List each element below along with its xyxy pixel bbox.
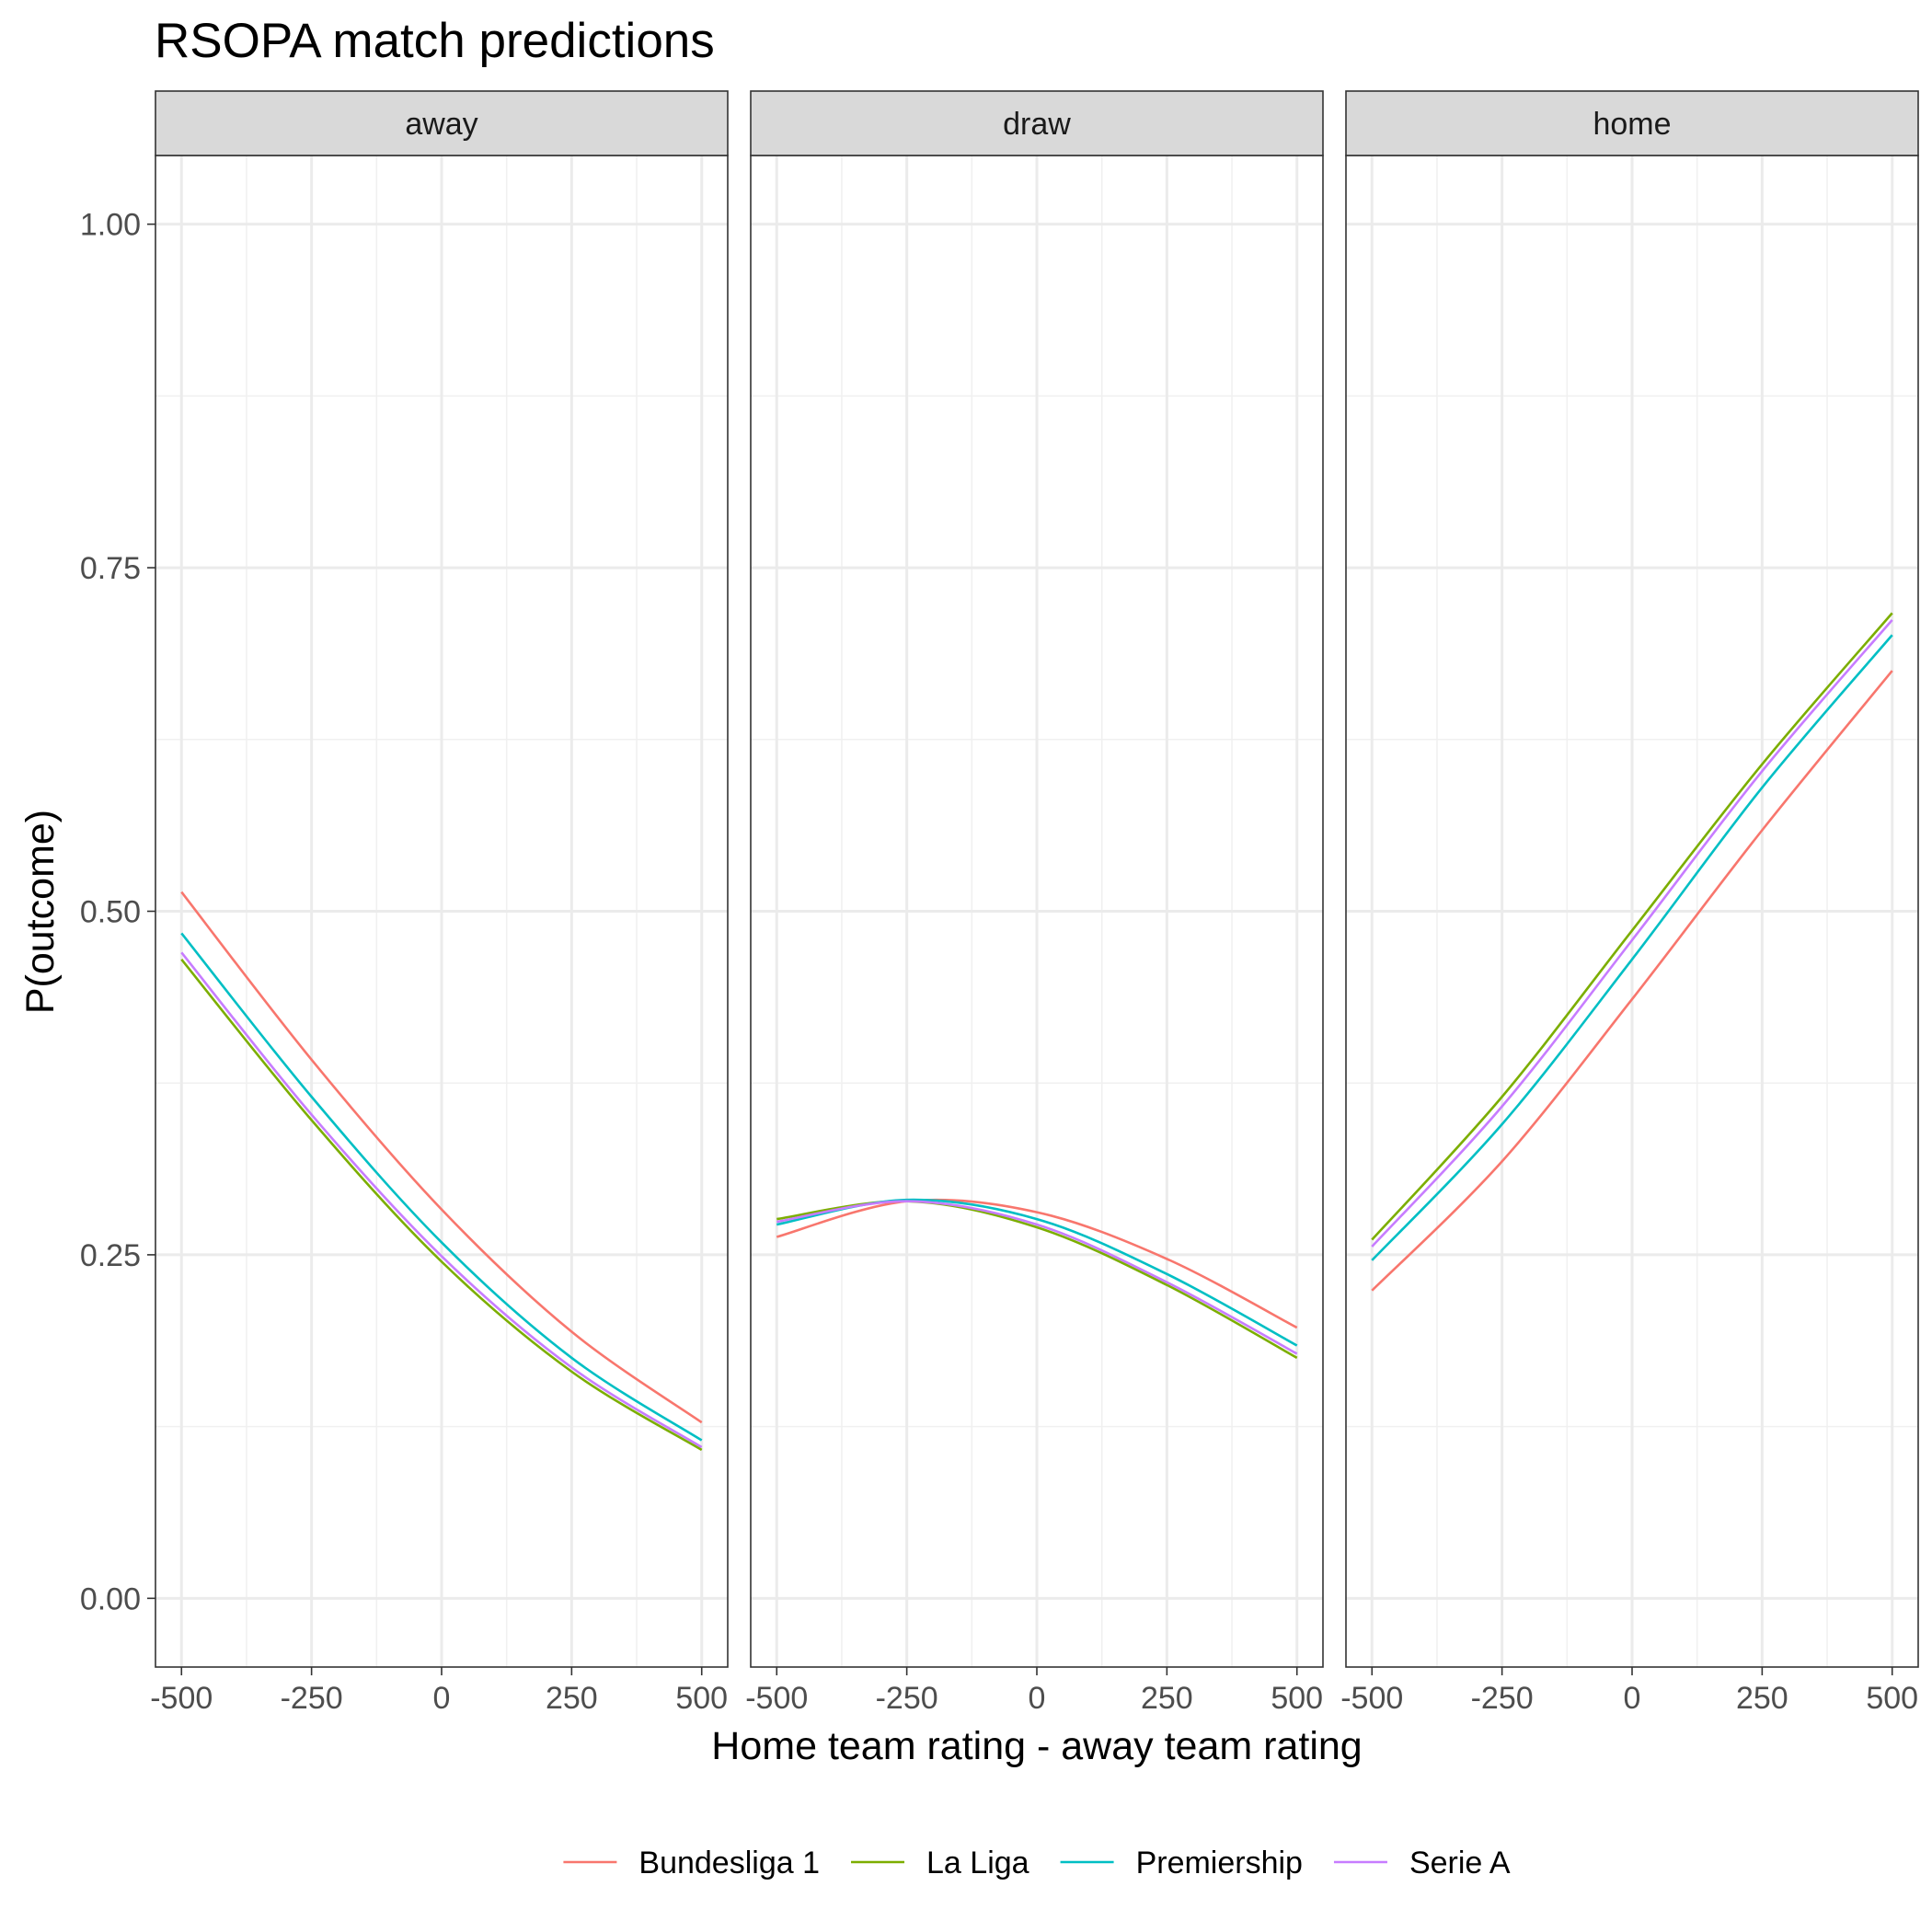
series-line-premiership: [1371, 634, 1893, 1261]
legend-label: Serie A: [1409, 1846, 1511, 1880]
x-tick-label: -250: [876, 1681, 938, 1716]
series-line-bundesliga-1: [776, 1198, 1298, 1329]
facet-panel-draw: draw -500 -250 0 250 500: [745, 90, 1324, 1716]
y-tick-label: 0.75: [80, 551, 141, 586]
series-line-serie-a: [1371, 619, 1893, 1248]
x-tick-label: 250: [1141, 1681, 1193, 1716]
facet-panel-away: away -500 -250 0 250 500: [150, 90, 729, 1716]
x-tick-label: -500: [150, 1681, 213, 1716]
series-line-bundesliga-1: [1371, 670, 1893, 1292]
x-tick-label: 250: [546, 1681, 598, 1716]
y-tick-label: 0.25: [80, 1238, 141, 1273]
series-line-bundesliga-1: [180, 891, 703, 1424]
x-tick-label: -500: [1340, 1681, 1403, 1716]
legend-label: Bundesliga 1: [638, 1846, 820, 1880]
chart-title: RSOPA match predictions: [155, 14, 715, 68]
x-tick-label: 0: [1029, 1681, 1046, 1716]
x-tick-label: 250: [1736, 1681, 1788, 1716]
legend: Bundesliga 1 La Liga Premiership Serie A: [563, 1846, 1511, 1880]
legend-label: La Liga: [926, 1846, 1029, 1880]
y-axis: 0.00 0.25 0.50 0.75 1.00: [80, 208, 155, 1616]
x-tick-label: -250: [1471, 1681, 1534, 1716]
series-line-premiership: [180, 932, 703, 1442]
strip-label: away: [405, 107, 477, 142]
x-tick-label: 500: [675, 1681, 728, 1716]
x-tick-label: 0: [1624, 1681, 1641, 1716]
x-axis-title: Home team rating - away team rating: [711, 1724, 1362, 1768]
strip-label: home: [1593, 107, 1671, 142]
x-tick-label: -250: [281, 1681, 343, 1716]
y-axis-title: P(outcome): [18, 810, 63, 1014]
series-line-serie-a: [776, 1200, 1298, 1355]
series-line-la-liga: [180, 958, 703, 1452]
strip-background: [155, 90, 729, 156]
facet-panel-home: home -500 -250 0 250 500: [1340, 90, 1919, 1716]
series-line-la-liga: [1371, 612, 1893, 1241]
legend-label: Premiership: [1136, 1846, 1303, 1880]
strip-background: [1345, 90, 1919, 156]
strip-label: draw: [1003, 107, 1071, 142]
strip-background: [750, 90, 1324, 156]
y-tick-label: 1.00: [80, 208, 141, 243]
x-tick-label: -500: [745, 1681, 808, 1716]
series-line-serie-a: [180, 951, 703, 1449]
y-tick-label: 0.00: [80, 1581, 141, 1616]
y-tick-label: 0.50: [80, 895, 141, 930]
x-tick-label: 500: [1866, 1681, 1918, 1716]
x-tick-label: 500: [1271, 1681, 1323, 1716]
x-tick-label: 0: [433, 1681, 451, 1716]
